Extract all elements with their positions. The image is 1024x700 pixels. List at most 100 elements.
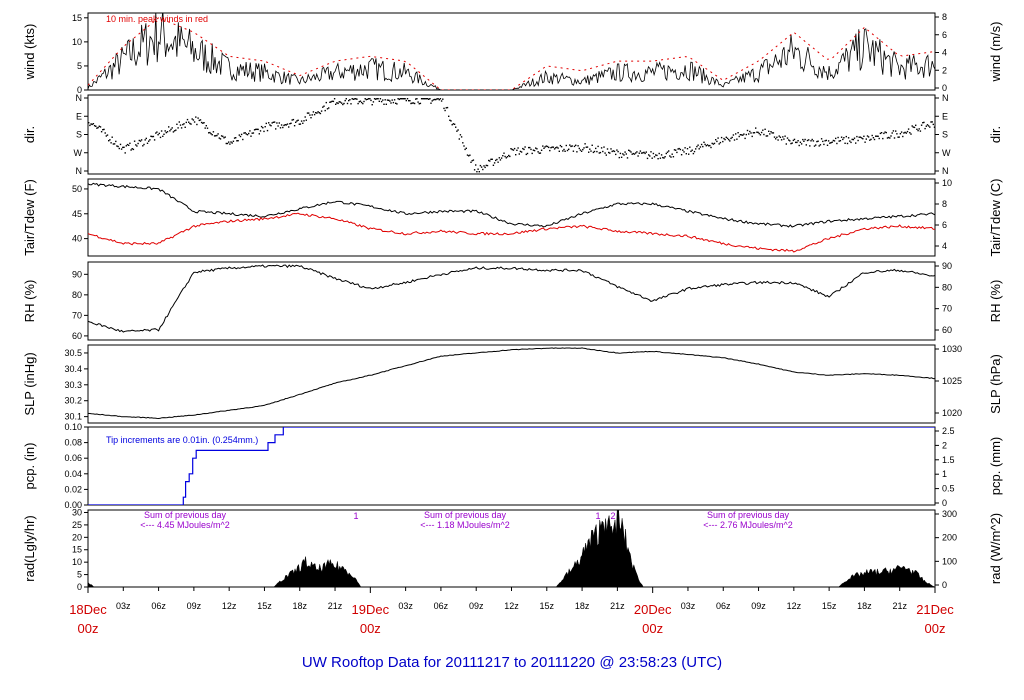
- dir-point: [298, 123, 300, 125]
- dir-point: [766, 135, 769, 137]
- dir-point: [847, 137, 850, 139]
- dir-point: [322, 106, 324, 108]
- dir-point: [539, 152, 542, 154]
- x-day-hour-label: 00z: [925, 621, 946, 636]
- slp-ytick-label-left: 30.4: [64, 364, 82, 374]
- dir-point: [609, 152, 611, 154]
- dir-point: [439, 98, 442, 100]
- dir-point: [246, 134, 249, 136]
- x-hour-label: 15z: [540, 601, 555, 611]
- dir-point: [291, 119, 293, 121]
- slp-data: [88, 347, 935, 420]
- dir-point: [330, 101, 332, 103]
- dir-point: [677, 148, 679, 150]
- dir-point: [345, 98, 347, 100]
- dir-point: [230, 141, 232, 143]
- pcp-ytick-label-right: 2.5: [942, 426, 955, 436]
- dir-point: [750, 132, 752, 134]
- x-hour-label: 09z: [469, 601, 484, 611]
- dir-point: [317, 111, 319, 113]
- dir-point: [266, 129, 269, 132]
- dir-point: [544, 146, 546, 148]
- dir-point: [779, 136, 782, 138]
- dir-point: [653, 156, 656, 158]
- dir-point: [583, 147, 585, 149]
- dir-point: [884, 131, 886, 133]
- dir-point: [353, 98, 356, 100]
- dir-point: [259, 130, 262, 132]
- dir-point: [197, 117, 199, 119]
- slp-ytick-label-left: 30.5: [64, 348, 82, 358]
- dir-point: [231, 142, 233, 144]
- dir-point: [630, 151, 632, 153]
- dir-point: [228, 141, 230, 143]
- dir-point: [302, 122, 304, 124]
- dir-point: [165, 131, 167, 134]
- dir-point: [772, 132, 775, 134]
- dir-point: [276, 122, 278, 124]
- dir-point: [237, 140, 239, 142]
- dir-point: [92, 123, 95, 125]
- dir-point: [476, 171, 478, 173]
- dir-point: [631, 153, 633, 155]
- dir-point: [365, 98, 367, 101]
- rh-ytick-label-right: 90: [942, 261, 952, 271]
- tair-line: [88, 182, 935, 228]
- dir-point: [865, 138, 867, 140]
- dir-point: [232, 140, 235, 142]
- dir-point: [468, 155, 470, 157]
- dir-point: [466, 154, 469, 156]
- dir-point: [863, 135, 865, 137]
- dir-point: [452, 123, 455, 125]
- dir-point: [564, 150, 566, 152]
- dir-point: [776, 136, 778, 138]
- wind-ytick-label-right: 0: [942, 83, 947, 93]
- dir-point: [768, 130, 770, 132]
- dir-point: [133, 140, 136, 142]
- dir-point: [176, 123, 178, 125]
- dir-point: [835, 137, 837, 140]
- dir-point: [429, 98, 431, 100]
- dir-point: [224, 136, 226, 138]
- slp-ytick-label-right: 1030: [942, 344, 962, 354]
- dir-point: [596, 150, 598, 153]
- dir-point: [560, 146, 563, 148]
- dir-point: [511, 148, 513, 151]
- dir-point: [458, 138, 460, 140]
- dir-point: [370, 99, 372, 102]
- dir-point: [392, 101, 395, 104]
- dir-point: [896, 133, 898, 135]
- dir-point: [530, 148, 532, 151]
- rad-area: [88, 510, 935, 587]
- dir-point: [250, 135, 252, 137]
- dir-point: [616, 149, 618, 151]
- slp-frame: [87, 344, 936, 424]
- slp-line: [88, 347, 935, 420]
- rad-note-line1: Sum of previous day: [144, 510, 227, 520]
- dir-point: [763, 133, 765, 136]
- dir-point: [710, 146, 712, 149]
- rad-ytick-label-right: 200: [942, 533, 957, 543]
- dir-point: [258, 133, 260, 135]
- wind-annotation: 10 min. peak winds in red: [106, 14, 208, 24]
- dir-ytick-label-right: W: [942, 148, 951, 158]
- dir-point: [135, 144, 137, 146]
- dir-point: [696, 145, 698, 148]
- dir-point: [757, 131, 759, 134]
- dir-point: [504, 155, 506, 158]
- dir-point: [518, 153, 520, 155]
- dir-point: [364, 98, 366, 100]
- dir-point: [393, 99, 396, 101]
- dir-point: [263, 130, 265, 133]
- rh-line: [88, 264, 935, 333]
- dir-point: [120, 148, 123, 150]
- rad-note-line2: <--- 1.18 MJoules/m^2: [420, 520, 510, 530]
- dir-point: [585, 146, 587, 148]
- dir-point: [924, 127, 926, 130]
- dir-point: [129, 142, 131, 144]
- dir-point: [340, 102, 343, 104]
- dir-point: [816, 140, 818, 143]
- dir-point: [552, 146, 555, 148]
- dir-point: [178, 121, 180, 123]
- wind-ytick-label-right: 2: [942, 65, 947, 75]
